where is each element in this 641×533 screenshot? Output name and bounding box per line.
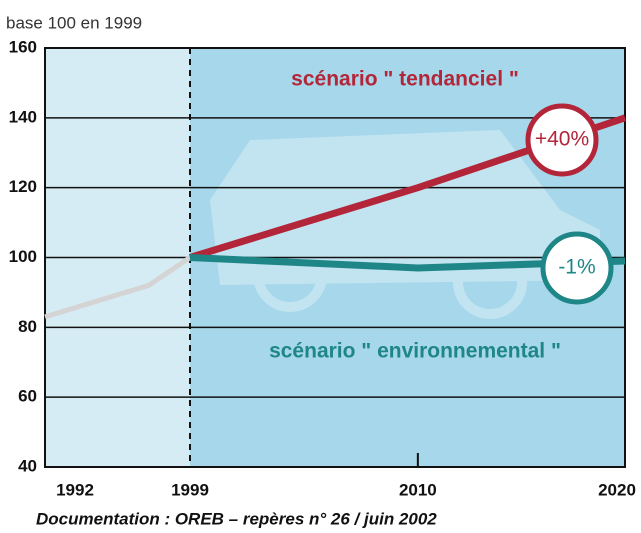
y-tick-label: 120 (9, 177, 37, 196)
y-tick-label: 100 (9, 247, 37, 266)
car-wheel (453, 245, 527, 319)
annotation-label: +40% (535, 128, 589, 151)
y-axis-label: base 100 en 1999 (6, 13, 142, 32)
x-tick-label: 2010 (399, 480, 437, 499)
series-label: scénario " environnemental " (269, 340, 561, 363)
plot-frame (44, 47, 626, 468)
series-line (44, 255, 192, 320)
car-illustration (210, 130, 600, 319)
y-tick-label: 80 (18, 317, 37, 336)
x-tick-label: 1999 (171, 480, 209, 499)
annotation-circle (525, 103, 599, 177)
car-wheel (253, 238, 327, 312)
annotation-label: -1% (558, 256, 595, 279)
annotation-circle (540, 231, 614, 305)
series-label: scénario " tendanciel " (291, 68, 519, 91)
y-tick-label: 140 (9, 107, 37, 126)
y-tick-label: 60 (18, 387, 37, 406)
x-tick-label: 2020 (598, 480, 636, 499)
x-tick-label: 1992 (56, 480, 94, 499)
y-tick-label: 40 (18, 456, 37, 475)
source: Documentation : OREB – repères n° 26 / j… (36, 509, 437, 528)
y-tick-label: 160 (9, 37, 37, 56)
